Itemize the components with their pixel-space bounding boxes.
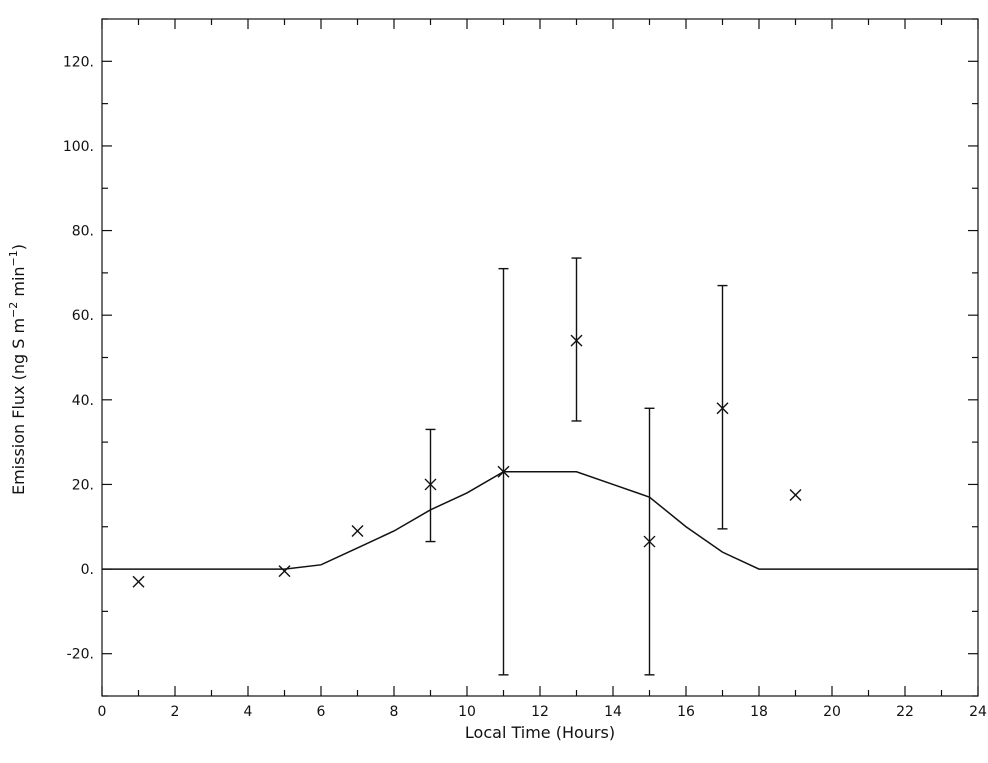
y-axis-title-prefix: Emission Flux (ng S m: [9, 318, 28, 495]
x-axis-title: Local Time (Hours): [465, 723, 615, 742]
observed-points: [132, 334, 802, 588]
y-tick-label: 40.: [72, 393, 94, 409]
y-axis-title-mid: min: [9, 266, 28, 301]
y-tick-label: 0.: [81, 562, 94, 578]
x-tick-label: 8: [390, 704, 399, 720]
data-point: [424, 478, 437, 491]
x-tick-label: 20: [823, 704, 841, 720]
x-tick-label: 12: [531, 704, 549, 720]
error-bar: [571, 257, 582, 422]
data-point: [132, 575, 145, 588]
tick-marks: [101, 18, 979, 697]
error-bars: [425, 257, 728, 676]
x-tick-labels: 0 2 4 6 8 10 12 14 16 18 20 22 24: [98, 704, 987, 720]
error-bar: [425, 428, 436, 543]
y-tick-label: 120.: [63, 54, 94, 70]
data-point: [643, 535, 656, 548]
y-tick-label: 20.: [72, 477, 94, 493]
x-tick-label: 4: [244, 704, 253, 720]
x-tick-label: 14: [604, 704, 622, 720]
y-axis-title-exp2: −1: [7, 250, 20, 266]
data-point: [278, 565, 291, 578]
y-tick-label: -20.: [67, 647, 94, 663]
data-point: [716, 402, 729, 415]
error-bar: [717, 284, 728, 530]
x-tick-label: 10: [458, 704, 476, 720]
data-point: [789, 489, 802, 502]
data-point: [497, 465, 510, 478]
y-tick-label: 60.: [72, 308, 94, 324]
y-axis-title-suffix: ): [9, 244, 28, 250]
y-axis-title-exp1: −2: [7, 302, 20, 318]
x-tick-label: 0: [98, 704, 107, 720]
y-tick-label: 100.: [63, 139, 94, 155]
plot-frame: [101, 18, 979, 697]
model-flux-line: [102, 470, 978, 570]
data-point: [351, 524, 364, 537]
y-tick-label: 80.: [72, 224, 94, 240]
x-tick-label: 18: [750, 704, 768, 720]
data-point: [570, 334, 583, 347]
y-tick-labels: -20. 0. 20. 40. 60. 80. 100. 120.: [63, 54, 94, 662]
x-tick-label: 6: [317, 704, 326, 720]
x-tick-label: 24: [969, 704, 987, 720]
y-axis-title: Emission Flux (ng S m−2 min−1): [7, 244, 28, 495]
x-tick-label: 16: [677, 704, 695, 720]
x-tick-label: 22: [896, 704, 914, 720]
x-tick-label: 2: [171, 704, 180, 720]
